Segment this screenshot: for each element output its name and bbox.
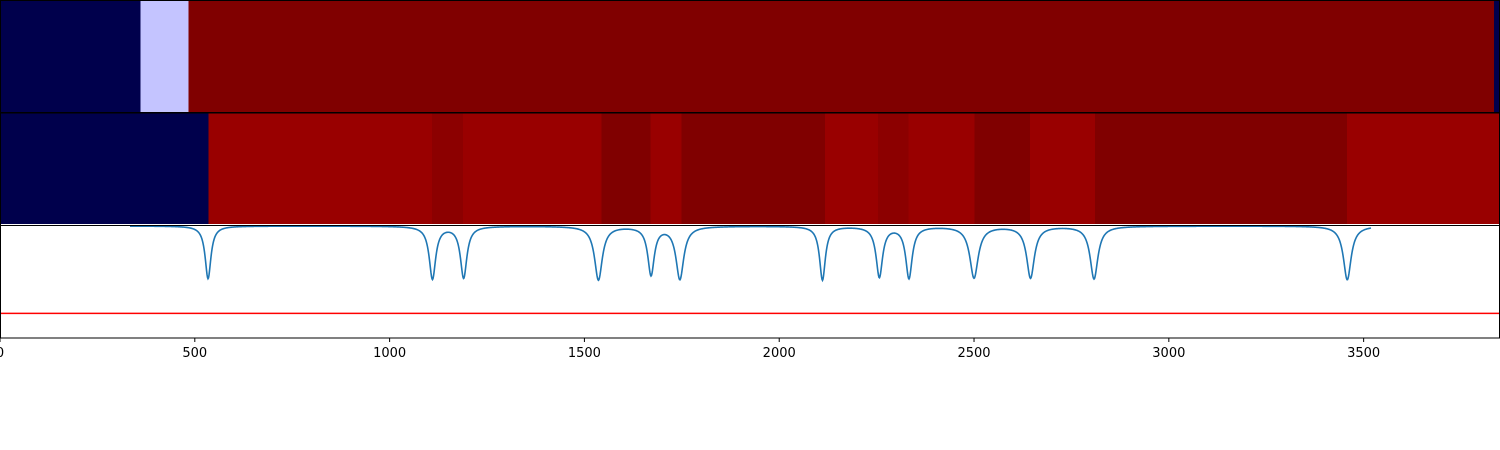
heatmap-cell	[601, 113, 651, 224]
heatmap-cell	[681, 113, 826, 224]
heatmap-cell	[974, 113, 1031, 224]
x-tick-label: 2000	[763, 346, 796, 361]
heatmap-row-1	[0, 1, 1500, 112]
x-tick-label: 500	[182, 346, 207, 361]
x-tick-label: 3500	[1347, 346, 1380, 361]
heatmap-cell	[0, 1, 141, 112]
x-tick-label: 2500	[957, 346, 990, 361]
heatmap-cell	[208, 113, 433, 224]
x-tick-label: 1000	[373, 346, 406, 361]
line-panel-border	[0, 225, 1500, 339]
x-tick-label: 1500	[568, 346, 601, 361]
heatmap-cell	[650, 113, 683, 224]
heatmap-cell	[1095, 113, 1348, 224]
heatmap-cell	[0, 113, 210, 224]
heatmap-cell	[463, 113, 603, 224]
heatmap-cell	[1346, 113, 1500, 224]
x-axis: 0 500 1000 1500 2000 2500 3000 3500	[0, 338, 1380, 361]
heatmap-cell	[877, 113, 910, 224]
series-line	[130, 225, 1372, 283]
x-tick-label: 0	[0, 346, 4, 361]
heatmap-cell	[1030, 113, 1096, 224]
heatmap-cell	[140, 1, 190, 112]
x-tick-label: 3000	[1152, 346, 1185, 361]
heatmap-cell	[432, 113, 464, 224]
heatmap-row-2	[0, 113, 1500, 224]
heatmap-cell	[188, 1, 1495, 112]
heatmap-cell	[824, 113, 879, 224]
heatmap-cell	[1494, 1, 1500, 112]
heatmap-rows	[0, 1, 1500, 224]
heatmap-cell	[908, 113, 976, 224]
